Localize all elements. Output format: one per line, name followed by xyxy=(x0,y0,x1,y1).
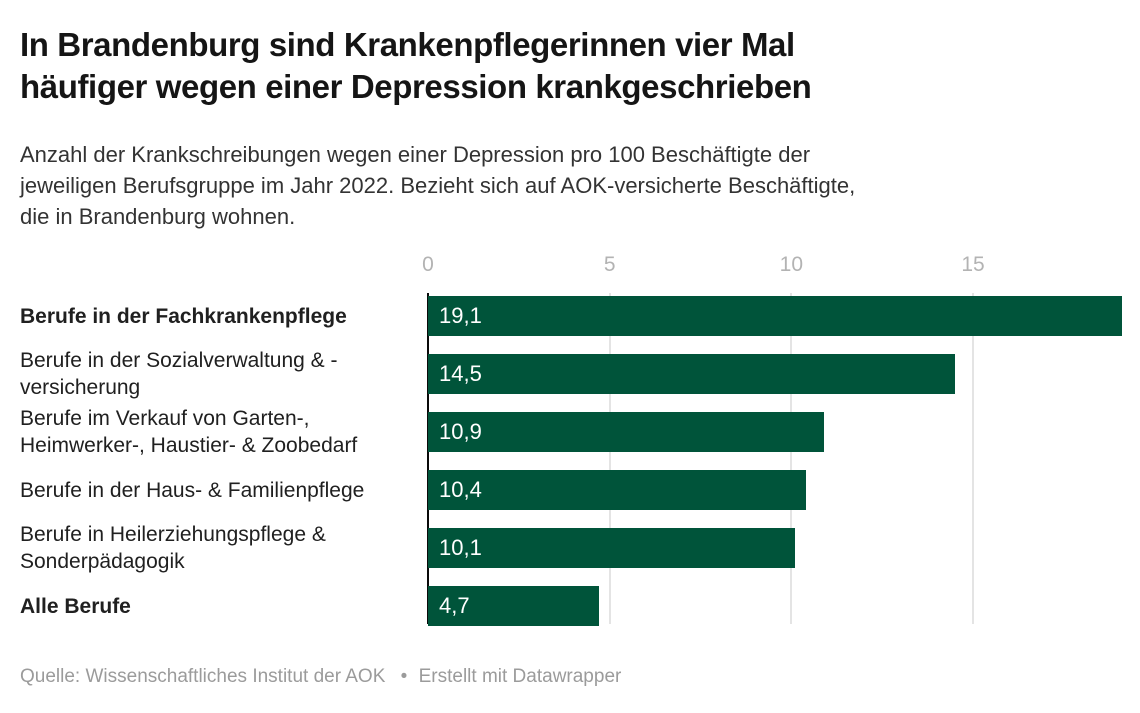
datawrapper-byline-link[interactable]: Erstellt mit Datawrapper xyxy=(418,666,622,687)
bar: 4,7 xyxy=(428,586,599,626)
table-row: Berufe in der Haus- & Familienpflege 10,4 xyxy=(20,461,1122,519)
category-label: Berufe im Verkauf von Garten-, Heimwerke… xyxy=(20,407,358,457)
bar-track: 19,1 xyxy=(428,296,1122,336)
chart-description-line-2: jeweiligen Berufsgruppe im Jahr 2022. Be… xyxy=(20,173,856,198)
chart-title-line-1: In Brandenburg sind Krankenpflegerinnen … xyxy=(20,26,795,63)
footer-separator: • xyxy=(400,666,408,687)
x-axis-tick-15: 15 xyxy=(961,253,985,276)
chart-title-line-2: häufiger wegen einer Depression krankges… xyxy=(20,68,812,105)
zero-axis-line xyxy=(427,293,429,624)
category-label: Berufe in Heilerziehungspflege & Sonderp… xyxy=(20,523,326,573)
table-row: Berufe in Heilerziehungspflege & Sonderp… xyxy=(20,519,1122,577)
bar-value-label: 4,7 xyxy=(439,593,470,618)
gridline-layer xyxy=(427,293,1122,624)
bar-chart-plot: Berufe in der Fachkrankenpflege 19,1 Beruf… xyxy=(20,287,1122,635)
bar-track: 14,5 xyxy=(428,354,1122,394)
x-axis-tick-0: 0 xyxy=(422,253,434,276)
bar-rows: Berufe in der Fachkrankenpflege 19,1 Beruf… xyxy=(20,287,1122,635)
category-label: Berufe in der Fachkrankenpflege xyxy=(20,304,347,328)
gridline-15 xyxy=(972,293,975,624)
gridline-10 xyxy=(790,293,793,624)
gridline-5 xyxy=(608,293,611,624)
bar-track: 10,9 xyxy=(428,412,1122,452)
bar: 10,1 xyxy=(428,528,795,568)
x-axis-tick-10: 10 xyxy=(779,253,804,276)
bar: 19,1 xyxy=(428,296,1122,336)
table-row: Berufe in der Fachkrankenpflege 19,1 xyxy=(20,287,1122,345)
chart-container: In Brandenburg sind Krankenpflegerinnen … xyxy=(20,24,1122,688)
chart-description-line-1: Anzahl der Krankschreibungen wegen einer… xyxy=(20,142,811,167)
bar-value-label: 14,5 xyxy=(439,361,482,386)
bar-value-label: 10,1 xyxy=(439,535,482,560)
category-label: Berufe in der Sozialverwaltung & -versic… xyxy=(20,349,338,399)
category-label: Berufe in der Haus- & Familienpflege xyxy=(20,478,365,502)
x-axis-tick-5: 5 xyxy=(603,253,616,276)
source-label: Quelle: xyxy=(20,666,81,687)
bar-track: 4,7 xyxy=(428,586,1122,626)
table-row: Berufe im Verkauf von Garten-, Heimwerke… xyxy=(20,403,1122,461)
table-row: Alle Berufe 4,7 xyxy=(20,577,1122,635)
chart-description: Anzahl der Krankschreibungen wegen einer… xyxy=(20,139,1122,232)
bar-track: 10,4 xyxy=(428,470,1122,510)
category-label: Alle Berufe xyxy=(20,594,131,618)
bar: 10,4 xyxy=(428,470,806,510)
bar: 10,9 xyxy=(428,412,825,452)
bar: 14,5 xyxy=(428,354,955,394)
chart-title: In Brandenburg sind Krankenpflegerinnen … xyxy=(20,24,1122,108)
bar-value-label: 19,1 xyxy=(439,303,482,328)
x-axis: 0 5 10 15 xyxy=(422,253,1122,281)
bar-track: 10,1 xyxy=(428,528,1122,568)
table-row: Berufe in der Sozialverwaltung & -versic… xyxy=(20,345,1122,403)
chart-footer: Quelle: Wissenschaftliches Institut der … xyxy=(20,666,1122,688)
bar-value-label: 10,4 xyxy=(439,477,482,502)
bar-value-label: 10,9 xyxy=(439,419,482,444)
chart-description-line-3: die in Brandenburg wohnen. xyxy=(20,204,296,229)
source-link[interactable]: Wissenschaftliches Institut der AOK xyxy=(85,666,386,687)
